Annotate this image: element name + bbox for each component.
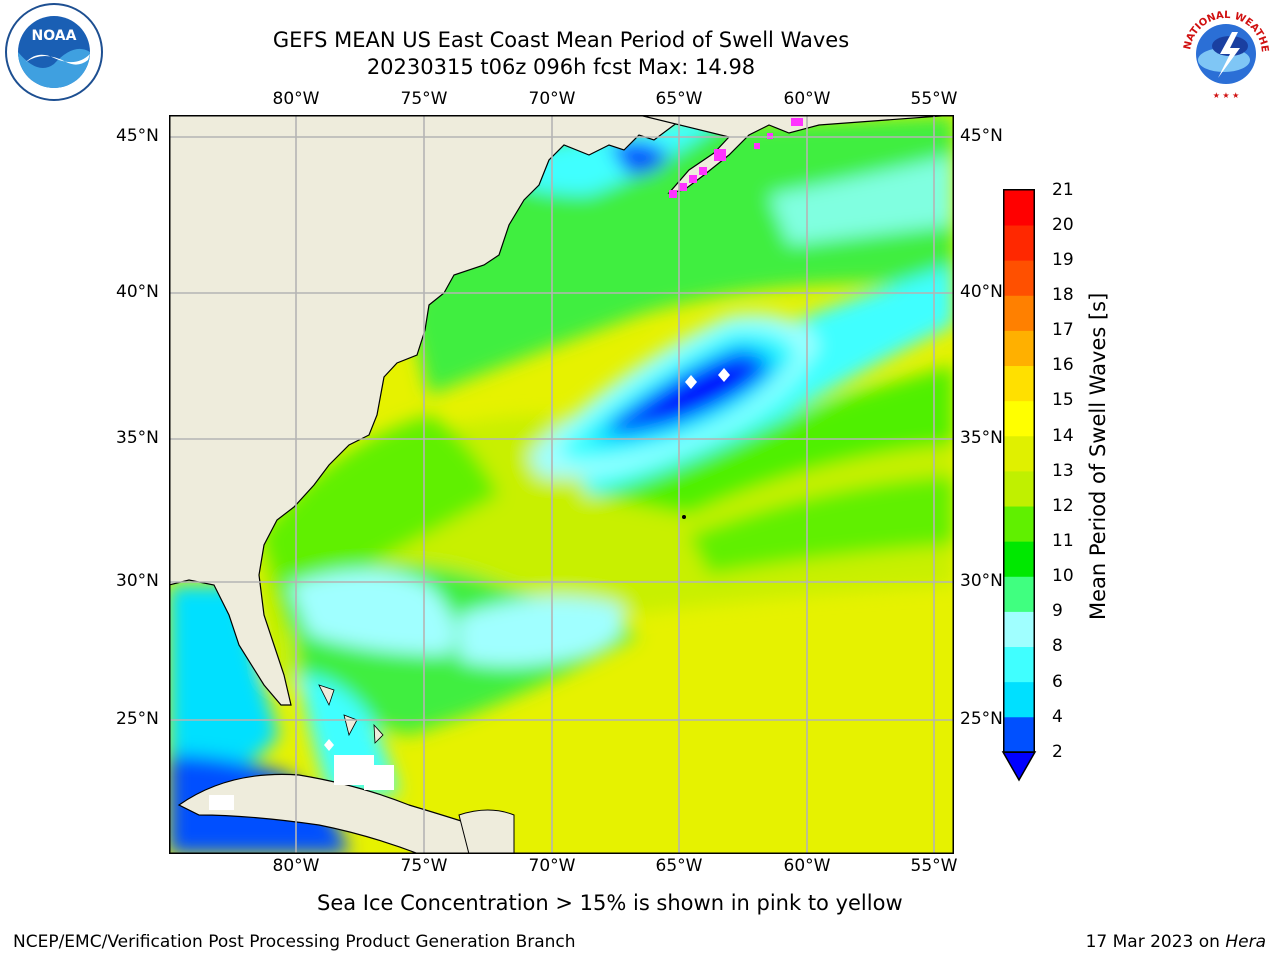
lon-label-top-80w: 80°W [272,89,320,109]
lat-label-right-30n: 30°N [960,571,1003,591]
colorbar-tick-2: 2 [1052,742,1063,762]
lon-label-bottom-55w: 55°W [910,856,958,876]
colorbar-segment [1004,681,1034,718]
colorbar-tick-16: 16 [1052,355,1074,375]
colorbar-segment [1004,576,1034,612]
colorbar-tick-4: 4 [1052,707,1063,727]
lon-label-bottom-70w: 70°W [528,856,576,876]
colorbar-segment [1004,471,1034,507]
svg-text:★ ★ ★: ★ ★ ★ [1213,91,1240,100]
colorbar-segment [1004,646,1034,683]
colorbar-tick-10: 10 [1052,566,1074,586]
colorbar-segment [1004,541,1034,577]
colorbar-tick-18: 18 [1052,285,1074,305]
missing-data-patches [209,368,730,810]
lon-label-top-75w: 75°W [400,89,448,109]
colorbar-segment [1004,400,1034,437]
nws-logo: NATIONAL WEATHER SERVICE ★ ★ ★ [1176,2,1274,100]
colorbar-segment [1004,611,1034,648]
land-masses [169,115,954,854]
colorbar-tick-13: 13 [1052,461,1074,481]
lon-label-top-55w: 55°W [910,89,958,109]
lat-label-left-40n: 40°N [116,282,159,302]
colorbar [1001,189,1037,782]
colorbar-tick-20: 20 [1052,215,1074,235]
noaa-logo-text: NOAA [32,28,77,44]
colorbar-segment [1004,190,1034,226]
sea-ice-pixels [669,118,803,198]
footer-date-text: 17 Mar 2023 on [1085,932,1226,952]
map-title-line2: 20230315 t06z 096h fcst Max: 14.98 [366,55,756,79]
lat-label-right-25n: 25°N [960,709,1003,729]
colorbar-tick-8: 8 [1052,636,1063,656]
lat-label-right-45n: 45°N [960,126,1003,146]
lon-label-bottom-60w: 60°W [783,856,831,876]
sea-ice-note: Sea Ice Concentration > 15% is shown in … [317,891,903,915]
colorbar-tick-15: 15 [1052,390,1074,410]
colorbar-segment [1004,716,1034,753]
lon-label-top-60w: 60°W [783,89,831,109]
colorbar-segment [1004,435,1034,472]
graticule [169,115,954,854]
colorbar-segment [1004,330,1034,367]
colorbar-segments [1004,190,1034,753]
colorbar-tick-12: 12 [1052,496,1074,516]
colorbar-segment [1004,225,1034,261]
colorbar-label: Mean Period of Swell Waves [s] [1086,292,1110,620]
colorbar-under-arrow [1001,751,1037,782]
colorbar-frame [1003,189,1035,753]
colorbar-tick-6: 6 [1052,672,1063,692]
colorbar-tick-14: 14 [1052,426,1074,446]
colorbar-segment [1004,365,1034,402]
lat-label-left-35n: 35°N [116,428,159,448]
swell-period-map [169,115,954,854]
lat-label-left-45n: 45°N [116,126,159,146]
footer-branch: NCEP/EMC/Verification Post Processing Pr… [13,932,576,952]
footer-machine: Hera [1225,932,1266,952]
lon-label-bottom-65w: 65°W [655,856,703,876]
lon-label-bottom-80w: 80°W [272,856,320,876]
colorbar-segment [1004,260,1034,296]
footer-date: 17 Mar 2023 on Hera [1086,932,1266,952]
lat-label-right-35n: 35°N [960,428,1003,448]
lon-label-bottom-75w: 75°W [400,856,448,876]
noaa-logo: NOAA [5,3,103,101]
map-title-line1: GEFS MEAN US East Coast Mean Period of S… [272,28,850,52]
lon-label-top-65w: 65°W [655,89,703,109]
colorbar-tick-11: 11 [1052,531,1074,551]
lon-label-top-70w: 70°W [528,89,576,109]
colorbar-tick-21: 21 [1052,180,1074,200]
colorbar-segment [1004,506,1034,542]
colorbar-tick-19: 19 [1052,250,1074,270]
lat-label-left-30n: 30°N [116,571,159,591]
colorbar-segment [1004,295,1034,331]
colorbar-tick-17: 17 [1052,320,1074,340]
lat-label-right-40n: 40°N [960,282,1003,302]
colorbar-tick-9: 9 [1052,601,1063,621]
map-frame [169,115,954,854]
lat-label-left-25n: 25°N [116,709,159,729]
